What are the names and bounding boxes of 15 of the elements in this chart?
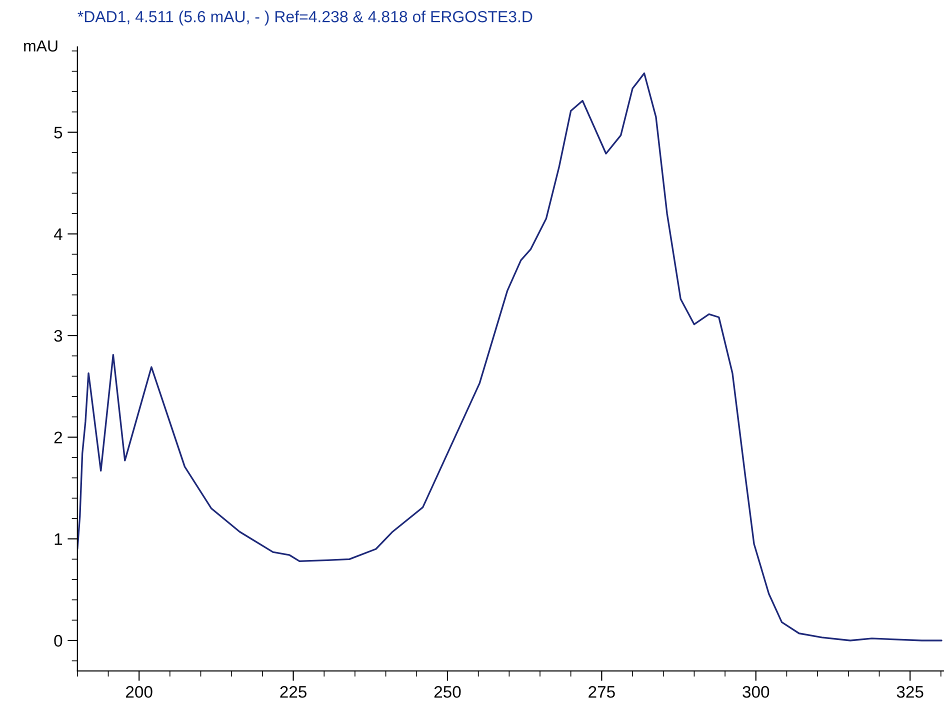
line-series	[77, 72, 942, 642]
chart-title: *DAD1, 4.511 (5.6 mAU, - ) Ref=4.238 & 4.818 of ERGOSTE3.D	[78, 10, 532, 26]
y-tick-label: 3	[54, 330, 62, 342]
x-tick-label: 250	[434, 686, 461, 698]
y-tick-label: 2	[54, 432, 62, 444]
x-tick-label: 200	[126, 686, 152, 698]
y-tick-label: 0	[54, 634, 62, 647]
y-tick-label: 5	[54, 126, 62, 138]
x-tick-label: 300	[742, 686, 770, 698]
x-tick-label: 225	[280, 686, 306, 698]
x-tick-label: 325	[896, 686, 924, 698]
x-tick-label: 275	[588, 686, 615, 698]
y-tick-label: 4	[54, 228, 62, 240]
y-axis-title: mAU	[24, 40, 58, 52]
y-tick-label: 1	[54, 533, 62, 545]
